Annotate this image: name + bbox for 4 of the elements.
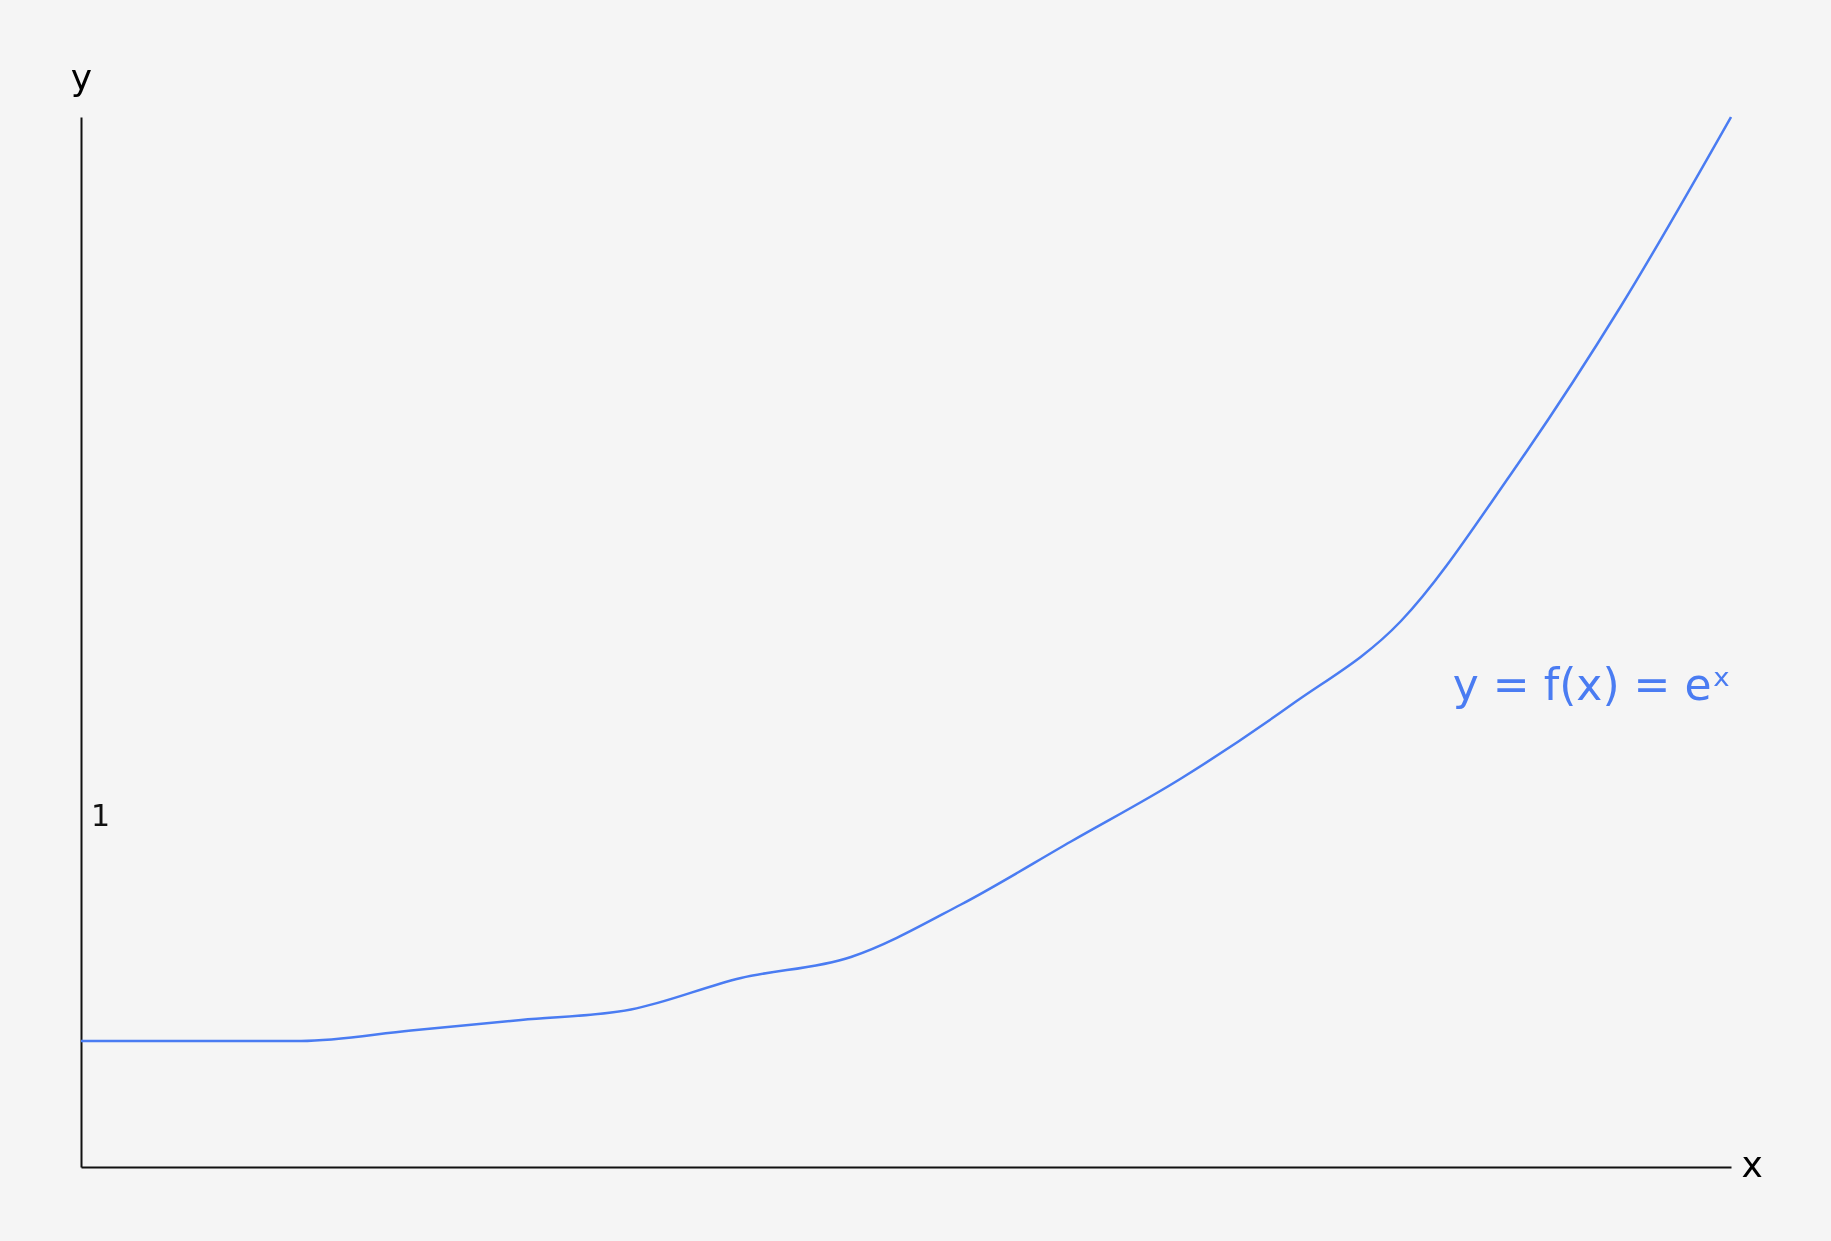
y-axis-title: y xyxy=(70,56,93,98)
x-axis-title: x xyxy=(1741,1143,1763,1185)
series-label: y = f(x) = eˣ xyxy=(1452,659,1731,710)
annotation: 1 xyxy=(91,798,111,833)
